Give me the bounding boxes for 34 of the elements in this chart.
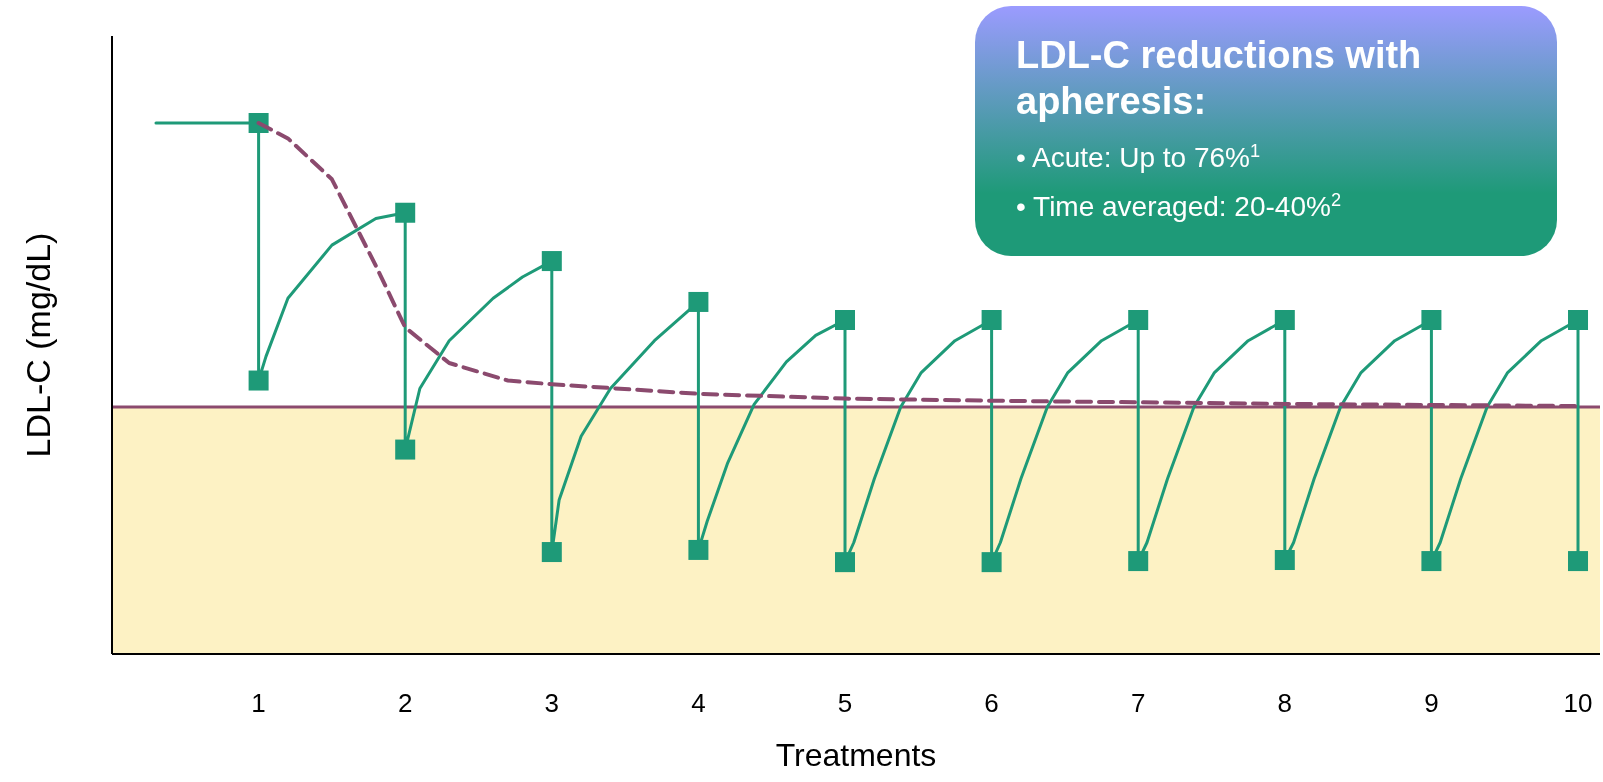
point (835, 552, 856, 573)
point (395, 202, 416, 223)
point (1128, 310, 1149, 330)
point (1274, 550, 1295, 571)
point (541, 251, 562, 272)
point (688, 291, 709, 312)
point (688, 539, 709, 560)
point (1568, 310, 1589, 330)
x-tick-label: 5 (837, 688, 853, 718)
x-tick-label: 2 (397, 688, 413, 718)
point (1421, 551, 1442, 572)
point (1128, 551, 1149, 572)
point (1568, 551, 1589, 572)
x-tick-label: 3 (544, 688, 560, 718)
annotation: • Time averaged: 20-40%$^{2}$ (1016, 190, 1341, 222)
annotation: • Acute: Up to 76%$^{1}$ (1016, 141, 1261, 173)
point (981, 310, 1002, 330)
point (981, 552, 1002, 573)
x-tick-label: 1 (251, 688, 266, 718)
x-axis-title: Treatments (775, 737, 937, 773)
x-tick-label: 10 (1563, 688, 1593, 718)
point (248, 370, 269, 391)
y-axis-title: LDL-C (mg/dL) (19, 232, 57, 458)
point (1421, 310, 1442, 330)
x-tick-label: 9 (1424, 688, 1439, 718)
point (541, 542, 562, 563)
text: LDL-C reductions with apheresis: (1016, 34, 1422, 122)
point (1274, 310, 1295, 330)
x-tick-label: 7 (1130, 688, 1146, 718)
x-tick-label: 4 (691, 688, 706, 718)
point (835, 310, 856, 330)
x-tick-label: 8 (1277, 688, 1293, 718)
point (395, 439, 416, 460)
x-tick-label: 6 (984, 688, 999, 718)
